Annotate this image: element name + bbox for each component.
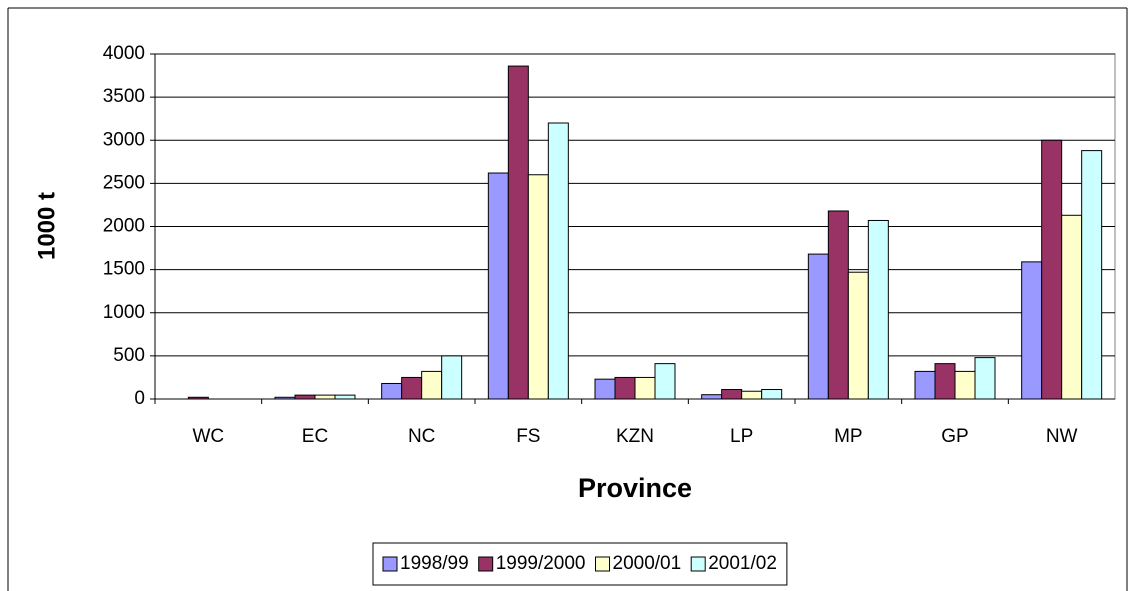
x-tick-label: GP [941, 426, 968, 447]
legend-label: 1999/2000 [496, 553, 586, 574]
bar [1081, 150, 1103, 400]
legend-label: 1998/99 [400, 553, 469, 574]
bar [741, 390, 763, 400]
bar [594, 378, 616, 400]
y-axis-title: 1000 t [33, 192, 60, 260]
bar [761, 389, 783, 400]
bar [1061, 214, 1083, 400]
bar [654, 363, 676, 400]
bar [487, 172, 509, 400]
bar [527, 174, 549, 400]
legend-swatch [595, 556, 611, 572]
x-tick-label: WC [193, 426, 225, 447]
y-tick-label: 3500 [103, 86, 145, 107]
bar [954, 370, 976, 400]
legend-box [372, 542, 788, 586]
bar [1041, 139, 1063, 400]
bar [381, 382, 403, 400]
bar [914, 370, 936, 400]
y-tick-label: 0 [134, 388, 145, 409]
x-tick-label: KZN [616, 426, 654, 447]
x-tick-label: FS [516, 426, 540, 447]
y-tick-label: 4000 [103, 43, 145, 64]
y-tick-label: 3000 [103, 129, 145, 150]
bar [507, 65, 529, 400]
legend: 1998/99 1999/2000 2000/01 2001/02 [372, 542, 788, 586]
x-tick-label: NC [408, 426, 435, 447]
bar [1021, 261, 1043, 400]
bar [421, 370, 443, 400]
y-tick-label: 1500 [103, 259, 145, 280]
bar [701, 394, 723, 400]
bar [334, 394, 356, 400]
y-tick-label: 2000 [103, 216, 145, 237]
bar [934, 363, 956, 400]
bar [274, 396, 296, 400]
bar [634, 376, 656, 400]
legend-label: 2001/02 [708, 553, 777, 574]
bar [974, 357, 996, 400]
bar [294, 394, 316, 400]
legend-swatch [690, 556, 706, 572]
bar [807, 253, 829, 400]
legend-swatch [382, 556, 398, 572]
x-tick-label: NW [1046, 426, 1078, 447]
bar [847, 271, 869, 400]
y-tick-label: 1000 [103, 302, 145, 323]
bar [314, 394, 336, 400]
bar [441, 355, 463, 400]
x-tick-label: LP [730, 426, 753, 447]
bar [401, 376, 423, 400]
bar [721, 389, 743, 400]
legend-label: 2000/01 [613, 553, 682, 574]
legend-swatch [478, 556, 494, 572]
x-tick-label: MP [834, 426, 863, 447]
bar [614, 376, 636, 400]
bar [547, 122, 569, 400]
bar [187, 396, 209, 400]
x-tick-label: EC [302, 426, 328, 447]
bar [827, 210, 849, 400]
y-tick-label: 500 [113, 345, 145, 366]
x-axis-title: Province [578, 473, 692, 503]
bar [867, 219, 889, 400]
y-tick-label: 2500 [103, 172, 145, 193]
